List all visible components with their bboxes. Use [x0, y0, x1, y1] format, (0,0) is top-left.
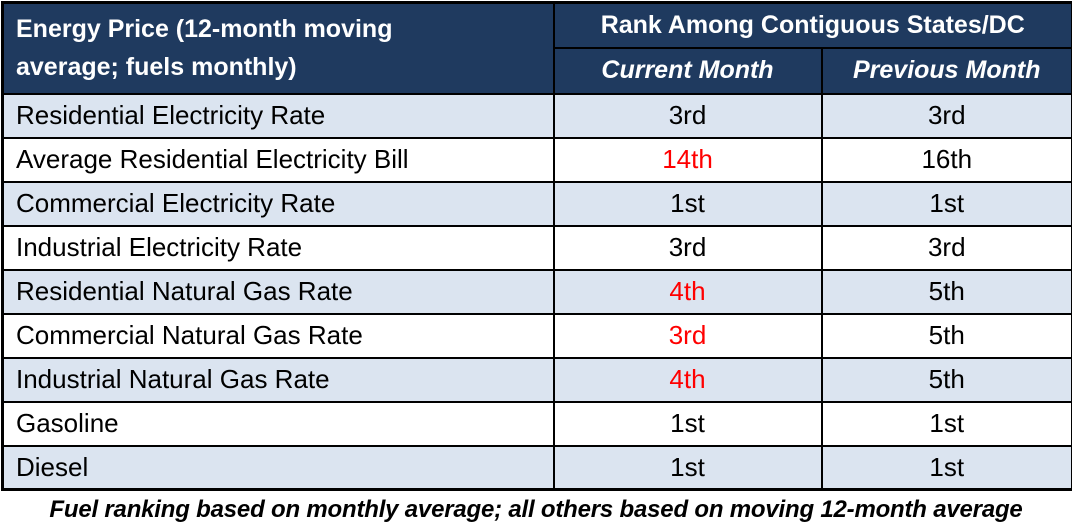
- row-label-cell: Residential Natural Gas Rate: [1, 268, 555, 315]
- table-row: Residential Natural Gas Rate 4th 5th: [1, 268, 1072, 315]
- table-row: Average Residential Electricity Bill 14t…: [1, 136, 1072, 183]
- current-rank-cell: 3rd: [552, 92, 823, 139]
- table-row: Gasoline 1st 1st: [1, 400, 1072, 447]
- previous-rank-cell: 16th: [820, 136, 1072, 183]
- table-row: Commercial Natural Gas Rate 3rd 5th: [1, 312, 1072, 359]
- current-rank-cell: 3rd: [552, 312, 823, 359]
- current-rank-cell: 1st: [552, 444, 823, 491]
- table-body: Residential Electricity Rate 3rd 3rd Ave…: [1, 92, 1072, 491]
- footnote: Fuel ranking based on monthly average; a…: [49, 496, 1023, 523]
- table-row: Industrial Natural Gas Rate 4th 5th: [1, 356, 1072, 403]
- current-rank-cell: 1st: [552, 180, 823, 227]
- table-row: Diesel 1st 1st: [1, 444, 1072, 491]
- table-row: Residential Electricity Rate 3rd 3rd: [1, 92, 1072, 139]
- row-label-cell: Industrial Electricity Rate: [1, 224, 555, 271]
- table-title-cell: Energy Price (12-month moving average; f…: [1, 1, 555, 95]
- energy-price-rank-table: Energy Price (12-month moving average; f…: [1, 1, 1072, 491]
- rank-group-header: Rank Among Contiguous States/DC: [552, 1, 1072, 49]
- current-month-header: Current Month: [552, 46, 823, 95]
- previous-rank-cell: 5th: [820, 312, 1072, 359]
- row-label-cell: Diesel: [1, 444, 555, 491]
- row-label-cell: Average Residential Electricity Bill: [1, 136, 555, 183]
- previous-rank-cell: 1st: [820, 180, 1072, 227]
- table-title: Energy Price (12-month moving average; f…: [16, 14, 393, 82]
- table-row: Industrial Electricity Rate 3rd 3rd: [1, 224, 1072, 271]
- previous-rank-cell: 3rd: [820, 92, 1072, 139]
- row-label-cell: Gasoline: [1, 400, 555, 447]
- previous-month-header: Previous Month: [820, 46, 1072, 95]
- current-rank-cell: 1st: [552, 400, 823, 447]
- row-label-cell: Commercial Natural Gas Rate: [1, 312, 555, 359]
- previous-rank-cell: 1st: [820, 444, 1072, 491]
- table-row: Commercial Electricity Rate 1st 1st: [1, 180, 1072, 227]
- current-rank-cell: 4th: [552, 268, 823, 315]
- previous-rank-cell: 5th: [820, 268, 1072, 315]
- current-rank-cell: 14th: [552, 136, 823, 183]
- row-label-cell: Commercial Electricity Rate: [1, 180, 555, 227]
- table-header: Energy Price (12-month moving average; f…: [1, 1, 1072, 95]
- row-label-cell: Industrial Natural Gas Rate: [1, 356, 555, 403]
- row-label-cell: Residential Electricity Rate: [1, 92, 555, 139]
- current-rank-cell: 3rd: [552, 224, 823, 271]
- current-rank-cell: 4th: [552, 356, 823, 403]
- previous-rank-cell: 5th: [820, 356, 1072, 403]
- previous-rank-cell: 1st: [820, 400, 1072, 447]
- previous-rank-cell: 3rd: [820, 224, 1072, 271]
